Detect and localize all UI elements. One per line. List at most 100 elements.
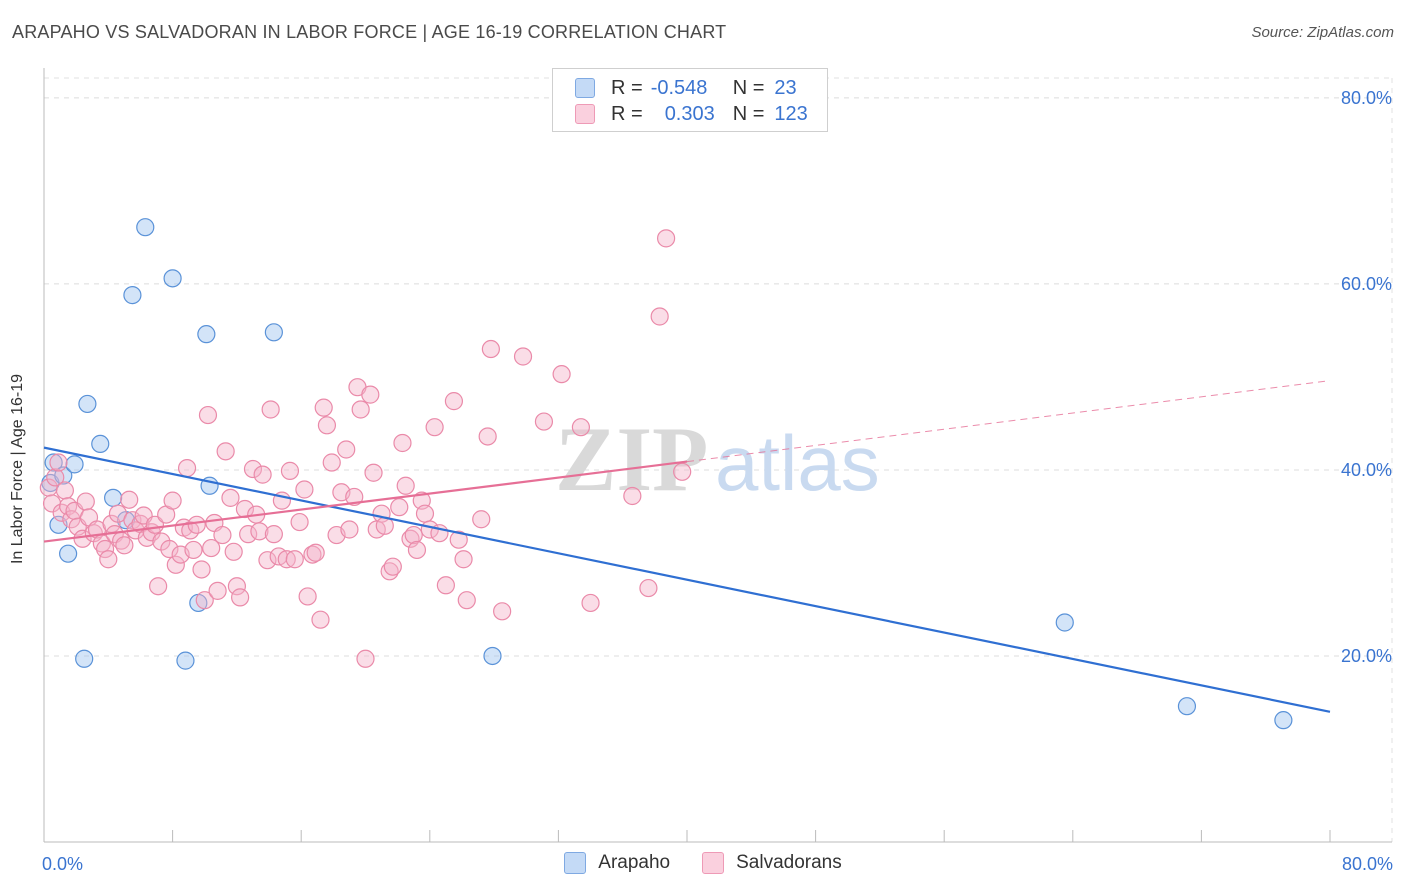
salvadorans-point [208, 581, 227, 600]
salvadorans-point [221, 488, 240, 507]
salvadorans-point [478, 427, 497, 446]
salvadorans-point [198, 405, 218, 425]
legend-n-label: N = [732, 76, 765, 99]
arapaho-point [483, 646, 502, 666]
legend-swatch-salvadorans [575, 104, 595, 124]
salvadorans-point [337, 440, 356, 459]
legend-row-arapaho: R = -0.548 N = 23 [575, 76, 797, 100]
series-legend-arapaho[interactable]: Arapaho [564, 852, 670, 874]
salvadorans-point [449, 530, 468, 549]
salvadorans-point [264, 525, 283, 544]
salvadorans-point [55, 481, 74, 500]
salvadorans-point [290, 512, 309, 532]
salvadorans-point [356, 649, 375, 668]
salvadorans-point [513, 347, 533, 366]
salvadorans-point [166, 555, 185, 574]
arapaho-point [91, 434, 110, 454]
stats-legend: R = -0.548 N = 23 R = 0.303 N = 123 [552, 68, 828, 132]
y-tick-label: 60.0% [1341, 274, 1392, 294]
series-swatch-salvadorans [702, 852, 725, 874]
salvadorans-point [472, 510, 491, 529]
salvadorans-point [396, 476, 415, 495]
chart-title: ARAPAHO VS SALVADORAN IN LABOR FORCE | A… [12, 22, 727, 42]
salvadorans-point [345, 487, 364, 507]
legend-n-value: 23 [774, 76, 797, 99]
salvadorans-point [673, 462, 692, 481]
salvadorans-point [623, 486, 642, 506]
salvadorans-point [285, 550, 304, 569]
salvadorans-point [581, 593, 600, 613]
salvadorans-point [364, 463, 383, 482]
salvadorans-point [258, 551, 277, 570]
salvadorans-point [202, 538, 221, 558]
salvadorans-point [115, 536, 134, 555]
salvadorans-point [99, 550, 118, 569]
salvadorans-point [243, 459, 263, 479]
salvadorans-point [298, 587, 317, 606]
salvadorans-point [361, 385, 380, 404]
salvadorans-point [303, 545, 322, 564]
salvadorans-point [493, 602, 512, 621]
legend-n-label: N = [732, 102, 765, 125]
legend-r-label: R = [611, 76, 643, 99]
watermark-zip: ZIP [555, 408, 708, 510]
salvadorans-point [184, 540, 203, 560]
salvadorans-point [404, 525, 423, 545]
salvadorans-point [261, 400, 280, 419]
salvadorans-trend-extension [686, 380, 1331, 463]
salvadorans-point [216, 442, 235, 461]
salvadorans-point [393, 433, 412, 453]
watermark-atlas: atlas [715, 419, 880, 507]
salvadorans-point [340, 520, 359, 539]
salvadorans-point [481, 339, 500, 359]
arapaho-point [163, 269, 182, 288]
arapaho-point [197, 325, 216, 344]
series-salvadorans [39, 229, 692, 668]
salvadorans-point [436, 576, 455, 595]
x-tick-label: 80.0% [1342, 854, 1393, 874]
salvadorans-point [306, 543, 325, 562]
salvadorans-point [253, 465, 272, 484]
salvadorans-point [239, 525, 258, 544]
legend-r-value: 0.303 [664, 102, 715, 125]
salvadorans-point [351, 400, 370, 419]
arapaho-point [65, 455, 84, 474]
salvadorans-point [314, 398, 333, 417]
arapaho-point [104, 488, 123, 507]
arapaho-point [176, 651, 195, 670]
salvadorans-point [317, 416, 337, 435]
y-axis-label: In Labor Force | Age 16-19 [9, 373, 26, 565]
series-arapaho [41, 218, 1293, 730]
series-swatch-arapaho [564, 852, 587, 874]
salvadorans-point [571, 418, 591, 437]
y-tick-label: 20.0% [1341, 646, 1392, 666]
salvadorans-point [552, 365, 571, 384]
salvadorans-point [457, 591, 476, 610]
salvadorans-point [95, 539, 115, 559]
salvadorans-point [149, 577, 168, 596]
legend-swatch-arapaho [575, 78, 595, 98]
salvadorans-point [250, 522, 269, 541]
chart-source: Source: ZipAtlas.com [1251, 24, 1394, 41]
salvadorans-point [415, 504, 435, 523]
arapaho-point [78, 394, 97, 414]
salvadorans-point [49, 453, 68, 472]
salvadorans-point [295, 480, 314, 499]
legend-n-value: 123 [774, 102, 808, 125]
salvadorans-point [187, 515, 206, 534]
series-legend-salvadorans[interactable]: Salvadorans [702, 852, 842, 874]
salvadorans-point [46, 468, 65, 487]
salvadorans-point [639, 578, 658, 598]
salvadorans-point [322, 453, 341, 472]
salvadorans-point [192, 560, 211, 579]
legend-row-salvadorans: R = 0.303 N = 123 [575, 102, 808, 126]
salvadorans-point [383, 557, 402, 576]
arapaho-point [264, 323, 283, 342]
arapaho-trend-line [43, 446, 1331, 713]
salvadorans-point [390, 498, 409, 517]
salvadorans-point [454, 550, 473, 569]
salvadorans-point [444, 392, 464, 411]
series-legend: Arapaho Salvadorans [0, 852, 1406, 874]
salvadorans-point [231, 588, 250, 607]
